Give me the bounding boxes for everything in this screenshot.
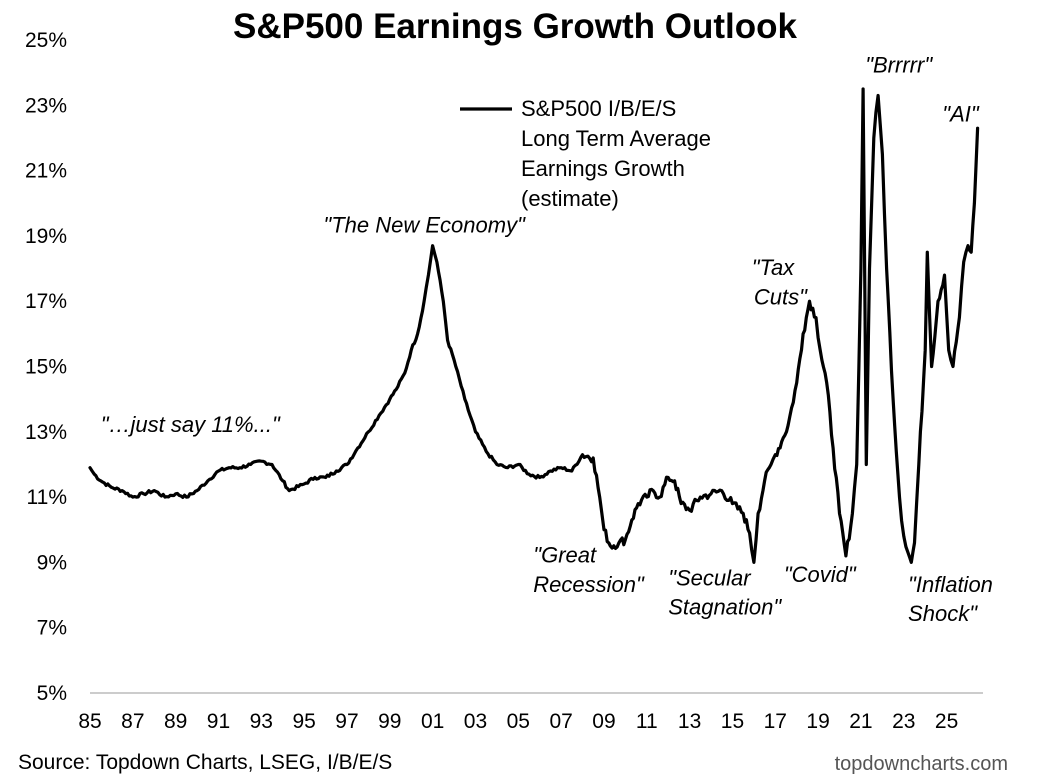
x-tick-label: 07 (549, 710, 572, 733)
x-tick-label: 09 (592, 710, 615, 733)
y-axis: 25% 23% 21% 19% 17% 15% 13% 11% 9% 7% 5% (25, 29, 67, 705)
annotation-label: "Inflation (908, 572, 993, 597)
y-tick-label: 9% (37, 551, 67, 574)
legend-line-3: Earnings Growth (521, 156, 685, 181)
x-tick-label: 91 (207, 710, 230, 733)
source-note: Source: Topdown Charts, LSEG, I/B/E/S (18, 751, 392, 774)
annotation-label: "Brrrrr" (865, 53, 933, 78)
y-tick-label: 13% (25, 421, 67, 444)
legend-line-4: (estimate) (521, 186, 619, 211)
x-tick-label: 25 (935, 710, 958, 733)
x-tick-label: 89 (164, 710, 187, 733)
annotation-label: "…just say 11%..." (101, 412, 281, 437)
y-tick-label: 7% (37, 617, 67, 640)
x-tick-label: 97 (335, 710, 358, 733)
y-tick-label: 11% (27, 486, 67, 509)
annotation-label: "Great (533, 542, 597, 567)
x-tick-label: 17 (764, 710, 787, 733)
x-tick-label: 99 (378, 710, 401, 733)
y-tick-label: 21% (25, 160, 67, 183)
annotation-label: "Tax (752, 255, 795, 280)
annotations: "…just say 11%..." "The New Economy" "Grea… (101, 53, 993, 627)
brand-watermark: topdowncharts.com (835, 753, 1008, 775)
x-tick-label: 11 (636, 710, 658, 733)
chart-title: S&P500 Earnings Growth Outlook (233, 7, 798, 46)
series-line (88, 87, 980, 564)
x-tick-label: 21 (849, 710, 872, 733)
annotation-label: Recession" (533, 572, 645, 597)
annotation-label: Stagnation" (668, 595, 782, 620)
y-tick-label: 23% (25, 94, 67, 117)
x-axis: 85 87 89 91 93 95 97 99 01 03 05 07 09 11 13 15 17 19 21 23… (78, 710, 958, 733)
x-tick-label: 13 (678, 710, 701, 733)
annotation-label: Shock" (908, 601, 978, 626)
y-tick-label: 5% (37, 682, 67, 705)
annotation-label: "Secular (668, 565, 752, 590)
y-tick-label: 25% (25, 29, 67, 52)
x-tick-label: 93 (250, 710, 273, 733)
x-tick-label: 01 (421, 710, 444, 733)
y-tick-label: 15% (25, 356, 67, 379)
x-tick-label: 05 (507, 710, 530, 733)
y-tick-label: 19% (25, 225, 67, 248)
annotation-label: "AI" (942, 102, 980, 127)
x-tick-label: 95 (292, 710, 315, 733)
annotation-label: "The New Economy" (323, 213, 526, 238)
legend: S&P500 I/B/E/S Long Term Average Earning… (460, 96, 711, 211)
annotation-label: Cuts" (754, 284, 808, 309)
legend-line-1: S&P500 I/B/E/S (521, 96, 676, 121)
x-tick-label: 15 (721, 710, 744, 733)
x-tick-label: 23 (892, 710, 915, 733)
y-tick-label: 17% (25, 290, 67, 313)
x-tick-label: 03 (464, 710, 487, 733)
legend-line-2: Long Term Average (521, 126, 711, 151)
annotation-label: "Covid" (784, 562, 857, 587)
x-tick-label: 85 (78, 710, 101, 733)
x-tick-label: 19 (806, 710, 829, 733)
x-tick-label: 87 (121, 710, 144, 733)
